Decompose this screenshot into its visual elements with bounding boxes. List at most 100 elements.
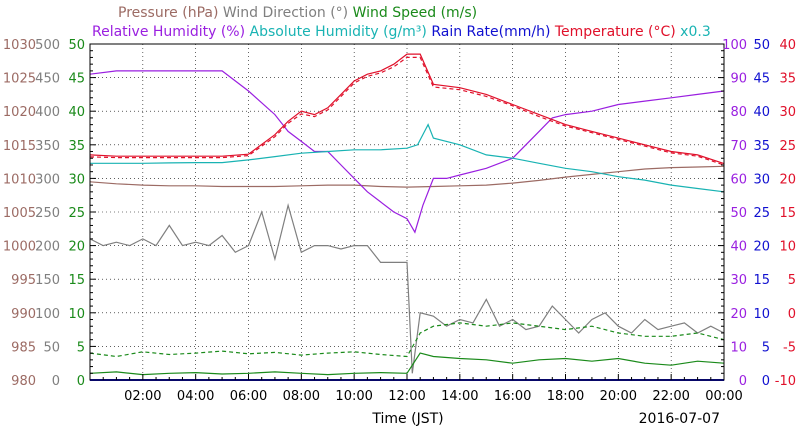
pressure-tick-label: 1025 — [3, 72, 36, 87]
humidity-tick-label: 90 — [730, 72, 747, 87]
humidity-tick-label: 70 — [730, 139, 747, 154]
legend-entry: Rain Rate(mm/h) — [427, 24, 551, 40]
wind_speed-tick-label: 35 — [68, 139, 85, 154]
pressure-tick-label: 1030 — [3, 38, 36, 53]
temperature-tick-label: 5 — [788, 273, 796, 288]
legend-entry: x0.3 — [676, 24, 711, 40]
series-line — [89, 322, 725, 358]
wind_speed-tick-label: 25 — [68, 206, 85, 221]
date-label: 2016-07-07 — [639, 411, 720, 427]
legend-entry: Absolute Humidity (g/m³) — [245, 24, 427, 40]
humidity-tick-label: 0 — [739, 374, 747, 389]
humidity-tick-label: 10 — [730, 340, 747, 355]
humidity-tick-label: 50 — [730, 206, 747, 221]
temperature-tick-label: 10 — [779, 240, 796, 255]
x-tick-label: 02:00 — [124, 389, 161, 404]
temperature-tick-label: 25 — [779, 139, 796, 154]
temperature-tick-label: 35 — [779, 72, 796, 87]
temperature-tick-label: 30 — [779, 105, 796, 120]
x-tick-label: 06:00 — [230, 389, 267, 404]
series-line — [89, 352, 725, 376]
x-axis-label: Time (JST) — [371, 411, 443, 427]
x-tick-label: 18:00 — [547, 389, 584, 404]
pressure-tick-label: 1020 — [3, 105, 36, 120]
series-layer — [89, 53, 725, 381]
temperature-tick-label: -10 — [775, 374, 796, 389]
series-line — [89, 165, 725, 188]
rain_rate-tick-label: 15 — [753, 273, 770, 288]
humidity-tick-label: 100 — [722, 38, 747, 53]
wind_direction-tick-label: 400 — [35, 105, 60, 120]
temperature-tick-label: 20 — [779, 172, 796, 187]
humidity-tick-label: 30 — [730, 273, 747, 288]
wind_speed-tick-label: 15 — [68, 273, 85, 288]
wind_speed-tick-label: 40 — [68, 105, 85, 120]
legend-entry: Wind Speed (m/s) — [348, 5, 477, 21]
pressure-tick-label: 995 — [11, 273, 36, 288]
rain_rate-tick-label: 30 — [753, 172, 770, 187]
wind_direction-tick-label: 100 — [35, 307, 60, 322]
legend-entry: Temperature (°C) — [550, 24, 675, 40]
legend-row-2: Relative Humidity (%) Absolute Humidity … — [92, 24, 711, 40]
x-tick-label: 04:00 — [177, 389, 214, 404]
wind_speed-tick-label: 10 — [68, 307, 85, 322]
pressure-tick-label: 1005 — [3, 206, 36, 221]
series-line — [89, 53, 725, 165]
rain_rate-tick-label: 25 — [753, 206, 770, 221]
wind_speed-tick-label: 0 — [77, 374, 85, 389]
legend: Pressure (hPa) Wind Direction (°) Wind S… — [92, 5, 711, 40]
rain_rate-tick-label: 0 — [762, 374, 770, 389]
wind_direction-tick-label: 150 — [35, 273, 60, 288]
rain_rate-tick-label: 5 — [762, 340, 770, 355]
rain_rate-tick-label: 20 — [753, 240, 770, 255]
x-tick-label: 10:00 — [335, 389, 372, 404]
x-tick-label: 14:00 — [441, 389, 478, 404]
humidity-tick-label: 40 — [730, 240, 747, 255]
wind_speed-tick-label: 45 — [68, 72, 85, 87]
x-tick-label: 08:00 — [283, 389, 320, 404]
legend-entry: Wind Direction (°) — [218, 5, 348, 21]
axes-layer: 02:00 04:00 06:00 08:00 10:00 12:00 14:00 16:00… — [3, 38, 796, 404]
legend-entry: Relative Humidity (%) — [92, 24, 245, 40]
x-tick-label: 20:00 — [600, 389, 637, 404]
humidity-tick-label: 80 — [730, 105, 747, 120]
wind_direction-tick-label: 350 — [35, 139, 60, 154]
temperature-tick-label: 40 — [779, 38, 796, 53]
wind_speed-tick-label: 20 — [68, 240, 85, 255]
wind_speed-tick-label: 5 — [77, 340, 85, 355]
pressure-tick-label: 1010 — [3, 172, 36, 187]
wind_direction-tick-label: 0 — [52, 374, 60, 389]
rain_rate-tick-label: 45 — [753, 72, 770, 87]
wind_direction-tick-label: 200 — [35, 240, 60, 255]
series-line — [90, 123, 725, 193]
x-tick-label: 16:00 — [494, 389, 531, 404]
x-tick-label: 22:00 — [652, 389, 689, 404]
x-tick-label: 12:00 — [388, 389, 425, 404]
rain_rate-tick-label: 50 — [753, 38, 770, 53]
series-line — [89, 70, 725, 234]
legend-row-1: Pressure (hPa) Wind Direction (°) Wind S… — [118, 5, 477, 21]
wind_direction-tick-label: 450 — [35, 72, 60, 87]
rain_rate-tick-label: 40 — [753, 105, 770, 120]
humidity-tick-label: 60 — [730, 172, 747, 187]
wind_direction-tick-label: 250 — [35, 206, 60, 221]
pressure-tick-label: 985 — [11, 340, 36, 355]
series-line — [89, 56, 725, 166]
rain_rate-tick-label: 35 — [753, 139, 770, 154]
series-line — [89, 202, 725, 374]
pressure-tick-label: 980 — [11, 374, 36, 389]
wind_direction-tick-label: 500 — [35, 38, 60, 53]
wind_speed-tick-label: 50 — [68, 38, 85, 53]
rain_rate-tick-label: 10 — [753, 307, 770, 322]
temperature-tick-label: 0 — [788, 307, 796, 322]
pressure-tick-label: 990 — [11, 307, 36, 322]
wind_direction-tick-label: 50 — [43, 340, 60, 355]
x-tick-label: 00:00 — [705, 389, 742, 404]
pressure-tick-label: 1000 — [3, 240, 36, 255]
pressure-tick-label: 1015 — [3, 139, 36, 154]
temperature-tick-label: 15 — [779, 206, 796, 221]
wind_direction-tick-label: 300 — [35, 172, 60, 187]
humidity-tick-label: 20 — [730, 307, 747, 322]
grid — [90, 44, 724, 380]
